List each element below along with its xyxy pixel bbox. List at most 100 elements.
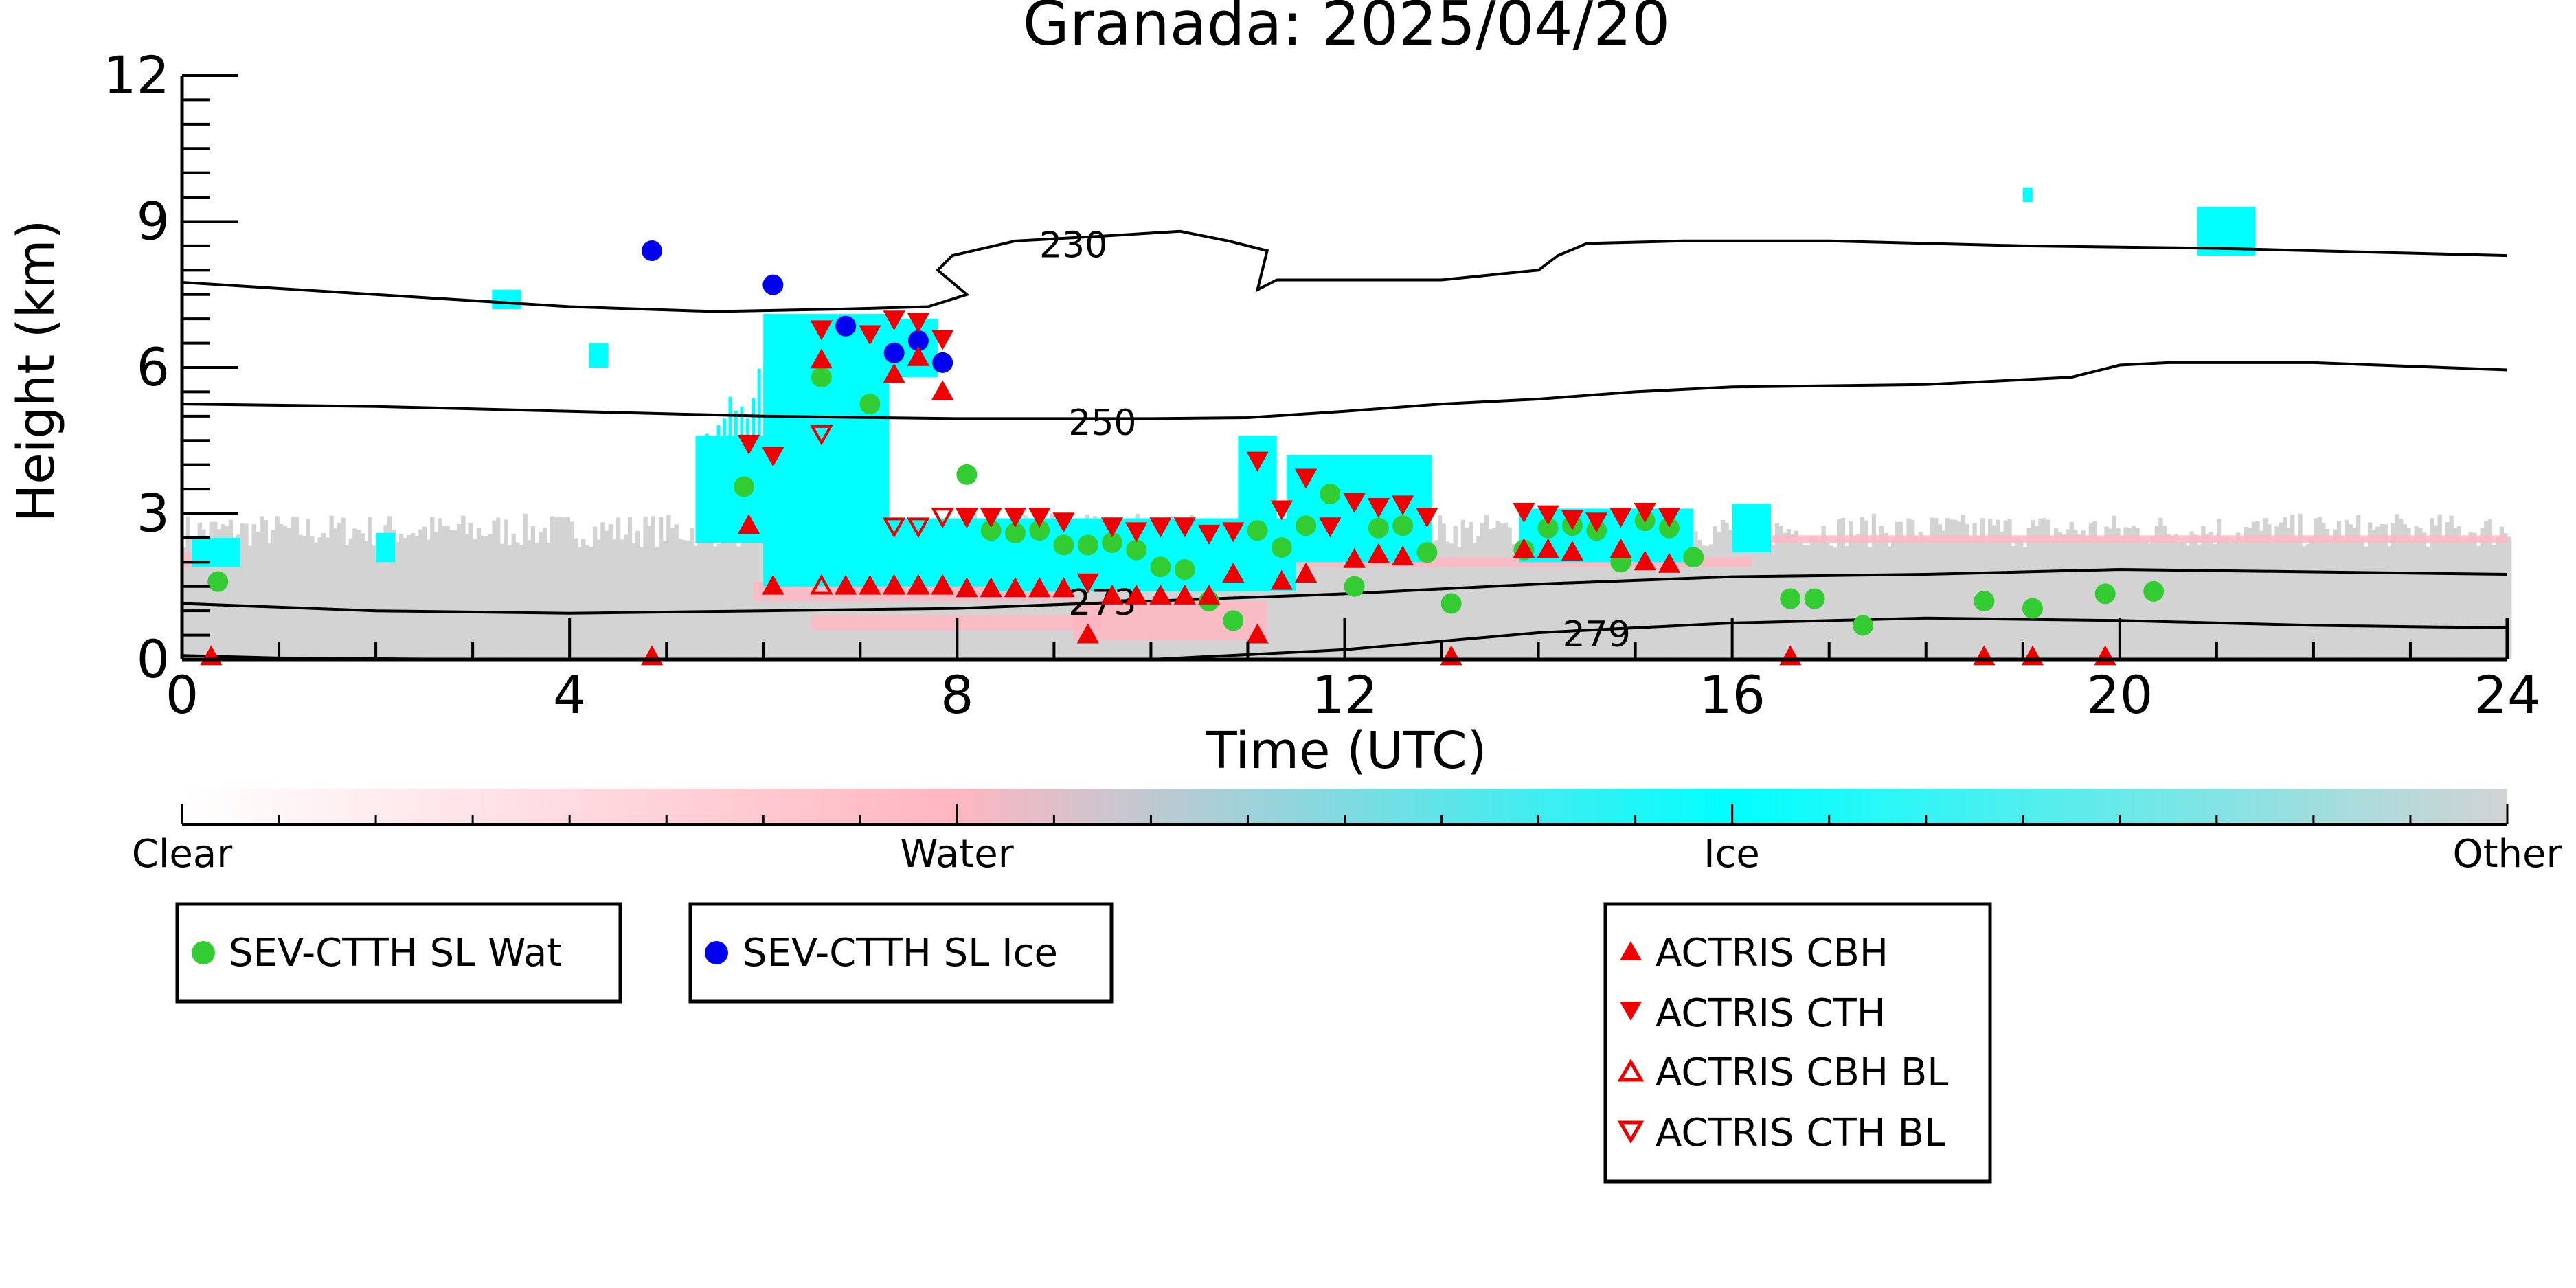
actris-cbh-point [1004, 577, 1027, 598]
y-tick-label: 9 [137, 191, 170, 252]
other-class-column [356, 530, 361, 659]
actris-cth-point [1270, 500, 1293, 521]
other-class-column [1271, 545, 1276, 659]
other-class-column [2162, 526, 2167, 659]
other-class-column [2406, 528, 2411, 659]
other-class-column [1953, 519, 1958, 659]
other-class-column [2189, 531, 2194, 659]
other-class-column [2371, 530, 2376, 659]
other-class-column [620, 539, 624, 659]
other-class-column [1689, 536, 1694, 659]
y-tick-label: 12 [103, 45, 170, 106]
other-class-column [259, 516, 264, 659]
other-class-column [1507, 527, 1512, 659]
other-class-column [1437, 515, 1443, 659]
other-class-column [201, 529, 206, 659]
actris-cbh-point [956, 577, 978, 598]
other-class-column [1860, 517, 1865, 659]
other-class-column [2244, 526, 2248, 659]
legend-box-ice: SEV-CTTH SL Ice [688, 902, 1114, 1004]
other-class-column [949, 545, 954, 659]
other-class-column [1728, 530, 1733, 659]
other-class-column [2267, 524, 2272, 659]
other-class-column [1406, 547, 1412, 659]
actris-cbh-point [834, 574, 857, 595]
sev-ctth-sl-wat-point [811, 367, 832, 388]
actris-cbh-point [1561, 541, 1584, 561]
actris-cbh-point [1173, 584, 1196, 605]
other-class-column [573, 538, 578, 659]
actris-cbh-point [1125, 584, 1148, 605]
actris-cth-point [1076, 573, 1099, 594]
other-class-column [728, 523, 733, 659]
other-class-column [1631, 543, 1636, 659]
ice-class-streak [839, 393, 843, 538]
other-class-column [197, 522, 202, 659]
other-class-column [1945, 518, 1950, 659]
sev-ctth-sl-wat-point [980, 520, 1002, 541]
legend-marker-cbh-bl [1617, 1058, 1645, 1082]
other-class-column [2135, 528, 2140, 659]
y-tick-label: 3 [137, 483, 170, 544]
other-class-column [1743, 515, 1748, 659]
other-class-column [348, 538, 353, 659]
other-class-column [1693, 531, 1698, 659]
other-class-column [232, 539, 237, 659]
other-class-column [329, 515, 334, 659]
actris-cth-point [1028, 508, 1051, 528]
sev-ctth-sl-wat-point [734, 476, 755, 497]
other-class-column [395, 541, 400, 659]
other-class-column [2282, 517, 2287, 659]
other-class-column [662, 541, 667, 659]
other-class-column [1561, 523, 1566, 659]
other-class-column [600, 522, 605, 659]
y-tick-label: 0 [137, 629, 170, 690]
actris-cth-point [1246, 451, 1269, 472]
actris-cbh-bl-point [810, 574, 833, 595]
sev-ctth-sl-wat-point [859, 394, 881, 415]
other-class-column [398, 533, 404, 659]
other-class-column [1298, 540, 1303, 659]
other-class-column [1255, 530, 1261, 659]
other-class-column [651, 516, 655, 659]
other-class-column [511, 533, 516, 659]
other-class-column [554, 517, 558, 659]
other-class-column [534, 542, 539, 659]
other-class-column [1708, 544, 1714, 659]
actris-cth-point [1416, 508, 1438, 528]
other-class-column [383, 525, 388, 659]
other-class-column [1965, 523, 1969, 659]
ice-class-streak [827, 453, 831, 538]
other-class-column [433, 532, 439, 659]
other-class-column [1937, 524, 1943, 659]
other-class-column [2345, 519, 2349, 659]
other-class-column [1763, 520, 1768, 659]
sev-ctth-sl-wat-point [1658, 517, 1680, 539]
actris-cbh-point [907, 574, 930, 595]
ice-class-streak [856, 449, 860, 538]
sev-ctth-sl-wat-point [1537, 517, 1559, 539]
other-class-column [2232, 541, 2237, 659]
actris-cth-point [907, 313, 930, 333]
ice-class-streak [728, 396, 732, 538]
contour-label-279: 279 [1563, 614, 1631, 655]
actris-cbh-point [1609, 538, 1632, 558]
other-class-column [1968, 537, 1974, 659]
other-class-column [1961, 514, 1965, 659]
ice-class-streak [723, 418, 726, 538]
ice-class-streak [711, 457, 715, 538]
other-class-column [1848, 521, 1853, 659]
other-class-column [530, 526, 536, 659]
other-class-column [2360, 536, 2364, 659]
other-class-column [674, 524, 679, 659]
other-class-column [1736, 534, 1741, 659]
other-class-column [325, 537, 330, 659]
ice-class-streak [769, 415, 773, 538]
other-class-column [2085, 539, 2090, 659]
other-class-column [2224, 537, 2229, 659]
other-class-column [693, 545, 699, 659]
other-class-column [2445, 522, 2450, 659]
contour-label-250: 250 [1068, 403, 1136, 444]
other-class-column [2112, 515, 2116, 659]
